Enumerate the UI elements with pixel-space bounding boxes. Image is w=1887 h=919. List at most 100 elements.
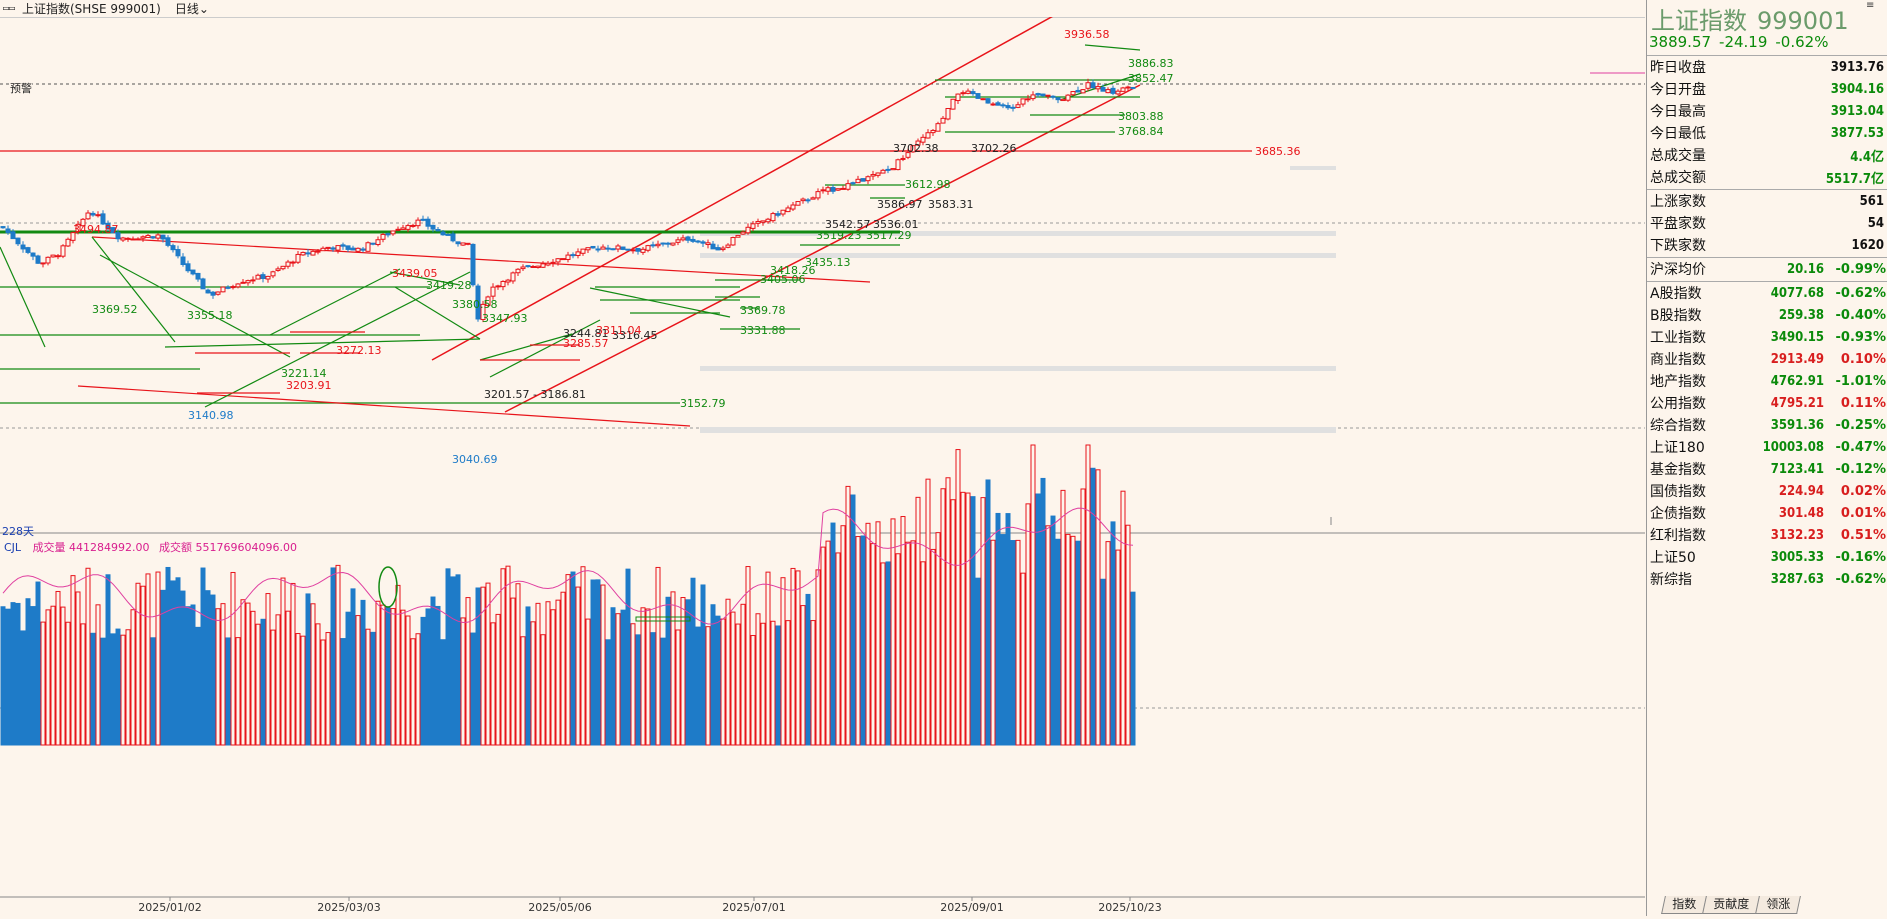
- volume-bar: [120, 634, 126, 746]
- volume-bar: [940, 488, 946, 746]
- row-label: 红利指数: [1650, 528, 1706, 544]
- volume-bar: [915, 496, 921, 746]
- volume-bar: [390, 608, 396, 746]
- volume-bar: [650, 632, 656, 746]
- candle-body: [25, 247, 31, 253]
- index-row[interactable]: 上证50 3005.33 -0.16%: [1647, 546, 1887, 568]
- candle-body: [205, 289, 211, 294]
- candle-body: [1115, 90, 1121, 95]
- breadth-row[interactable]: 上涨家数 561: [1647, 190, 1887, 212]
- stat-row[interactable]: 总成交额 5517.7亿: [1647, 166, 1887, 188]
- candle-body: [570, 254, 576, 257]
- breadth-row[interactable]: 下跌家数 1620: [1647, 234, 1887, 256]
- breadth-row[interactable]: 平盘家数 54: [1647, 212, 1887, 234]
- stat-row[interactable]: 今日最低 3877.53: [1647, 122, 1887, 144]
- volume-bar: [510, 597, 516, 746]
- row-label: B股指数: [1650, 308, 1702, 324]
- volume-bar: [375, 600, 381, 746]
- tab-index[interactable]: 指数: [1661, 896, 1707, 914]
- kline-chart[interactable]: 3936.58 3886.83 3852.47 3803.88 3768.84 3685.…: [0, 14, 1645, 916]
- row-label: 今日开盘: [1650, 82, 1706, 98]
- index-row[interactable]: B股指数 259.38 -0.40%: [1647, 304, 1887, 326]
- candle-body: [1130, 86, 1136, 89]
- candle-body: [975, 93, 981, 99]
- volume-bar: [90, 632, 96, 746]
- volume-bar: [860, 535, 866, 746]
- index-row[interactable]: 工业指数 3490.15 -0.93%: [1647, 326, 1887, 348]
- volume-bar: [365, 628, 371, 746]
- index-row[interactable]: 公用指数 4795.21 0.11%: [1647, 392, 1887, 414]
- volume-bar: [205, 590, 211, 746]
- avg-price-row[interactable]: 沪深均价 20.16 -0.99%: [1647, 258, 1887, 280]
- volume-bar: [605, 639, 611, 746]
- index-row[interactable]: 新综指 3287.63 -0.62%: [1647, 568, 1887, 590]
- index-row[interactable]: 上证180 10003.08 -0.47%: [1647, 436, 1887, 458]
- candle-body: [480, 303, 486, 321]
- index-row[interactable]: 国债指数 224.94 0.02%: [1647, 480, 1887, 502]
- menu-icon[interactable]: ▭▭: [2, 3, 16, 14]
- volume-bar: [325, 632, 331, 746]
- quote-panel: ≡ 上证指数 999001 3889.57 -24.19 -0.62% 昨日收盘 391…: [1646, 0, 1887, 916]
- index-row[interactable]: 综合指数 3591.36 -0.25%: [1647, 414, 1887, 436]
- candle-body: [910, 145, 916, 153]
- volume-bar: [505, 565, 511, 746]
- menu-icon[interactable]: ≡: [1866, 0, 1875, 11]
- candle-body: [890, 168, 896, 171]
- candle-body: [1025, 98, 1031, 101]
- price-label: 3140.98: [188, 409, 234, 422]
- price-label: 3040.69: [452, 453, 498, 466]
- volume-bar: [345, 611, 351, 746]
- volume-bar: [10, 602, 16, 746]
- candle-body: [525, 265, 531, 268]
- candle-body: [595, 248, 601, 251]
- candle-body: [500, 280, 506, 288]
- index-row[interactable]: 地产指数 4762.91 -1.01%: [1647, 370, 1887, 392]
- index-row[interactable]: A股指数 4077.68 -0.62%: [1647, 282, 1887, 304]
- candle-body: [605, 247, 611, 250]
- index-row[interactable]: 企债指数 301.48 0.01%: [1647, 502, 1887, 524]
- volume-bar: [485, 582, 491, 746]
- chart-area[interactable]: 3936.58 3886.83 3852.47 3803.88 3768.84 3685.…: [0, 14, 1645, 916]
- volume-bar: [190, 604, 196, 746]
- stat-row[interactable]: 总成交量 4.4亿: [1647, 144, 1887, 166]
- tab-contribution[interactable]: 贡献度: [1702, 896, 1760, 914]
- volume-bar: [420, 616, 426, 746]
- volume-bar: [75, 591, 81, 746]
- candle-body: [405, 225, 411, 230]
- index-row[interactable]: 基金指数 7123.41 -0.12%: [1647, 458, 1887, 480]
- stat-row[interactable]: 今日最高 3913.04: [1647, 100, 1887, 122]
- candle-body: [555, 258, 561, 263]
- volume-bar: [530, 621, 536, 746]
- volume-bar: [240, 599, 246, 746]
- price-label: 3285.57: [563, 337, 609, 350]
- volume-bar: [30, 606, 36, 746]
- volume-bar: [710, 604, 716, 746]
- volume-bar: [1100, 578, 1106, 746]
- row-label: 平盘家数: [1650, 216, 1706, 232]
- volume-bar: [730, 611, 736, 746]
- row-value: 3877.53: [1830, 125, 1884, 141]
- row-change: -0.62%: [1835, 285, 1887, 301]
- volume-bar: [890, 518, 896, 746]
- volume-bar: [490, 622, 496, 746]
- volume-bar: [230, 571, 236, 746]
- candle-body: [400, 227, 406, 230]
- candle-body: [665, 242, 671, 245]
- candle-body: [740, 231, 746, 235]
- candle-body: [130, 238, 136, 241]
- stat-row[interactable]: 今日开盘 3904.16: [1647, 78, 1887, 100]
- tab-leaders[interactable]: 领涨: [1755, 896, 1801, 914]
- index-row[interactable]: 商业指数 2913.49 0.10%: [1647, 348, 1887, 370]
- volume-bar: [20, 630, 26, 746]
- volume-bar: [765, 571, 771, 746]
- volume-bar: [140, 585, 146, 746]
- candle-body: [690, 238, 696, 242]
- candle-body: [145, 234, 151, 238]
- index-row[interactable]: 红利指数 3132.23 0.51%: [1647, 524, 1887, 546]
- stat-row[interactable]: 昨日收盘 3913.76: [1647, 56, 1887, 78]
- candle-body: [230, 286, 236, 289]
- candle-body: [375, 239, 381, 246]
- candle-body: [1090, 82, 1096, 89]
- candle-body: [1080, 89, 1086, 94]
- period-selector[interactable]: 日线⌄: [175, 0, 209, 17]
